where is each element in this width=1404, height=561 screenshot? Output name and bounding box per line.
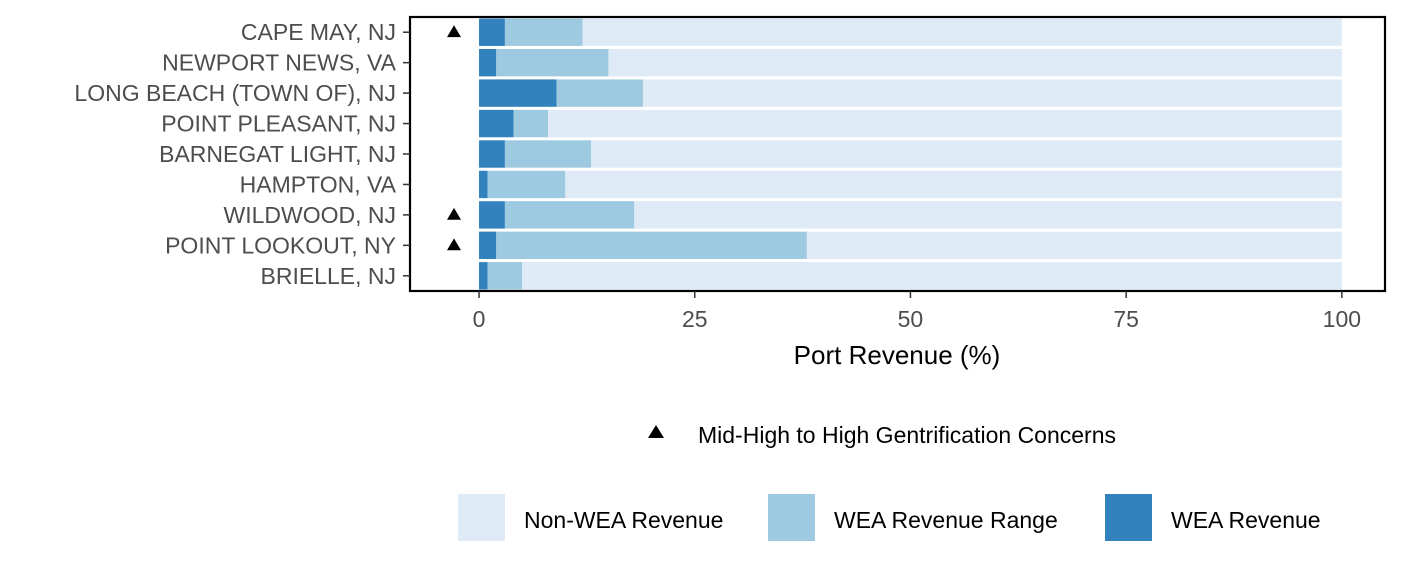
x-tick-label: 75 [1113, 306, 1139, 332]
legend-label-non-wea-revenue: Non-WEA Revenue [524, 507, 723, 533]
bar-wea-revenue-brielle-nj [479, 262, 488, 290]
bar-wea-revenue-barnegat-light-nj [479, 140, 505, 168]
y-tick-label: CAPE MAY, NJ [241, 19, 396, 45]
bar-wea-revenue-range-brielle-nj [487, 262, 523, 290]
legend-key-non-wea-revenue [458, 494, 505, 541]
bar-wea-revenue-range-cape-may-nj [504, 18, 583, 46]
y-tick-label: LONG BEACH (TOWN OF), NJ [74, 80, 396, 106]
bar-wea-revenue-wildwood-nj [479, 201, 505, 229]
legend-marker-label: Mid-High to High Gentrification Concerns [698, 422, 1116, 448]
y-axis: CAPE MAY, NJ NEWPORT NEWS, VA LONG BEACH (… [74, 19, 410, 289]
bar-non-wea-revenue-cape-may-nj [582, 18, 1342, 46]
bars-layer [479, 18, 1342, 290]
bar-non-wea-revenue-newport-news-va [608, 48, 1342, 77]
gentrification-markers [447, 25, 461, 251]
bar-non-wea-revenue-wildwood-nj [634, 201, 1342, 229]
legend-label-wea-revenue: WEA Revenue [1171, 507, 1321, 533]
x-tick-label: 0 [473, 306, 486, 332]
bar-wea-revenue-cape-may-nj [479, 18, 505, 46]
bar-wea-revenue-newport-news-va [479, 48, 497, 77]
x-axis: 0 25 50 75 100 [473, 291, 1361, 332]
y-tick-label: HAMPTON, VA [240, 171, 397, 197]
bar-non-wea-revenue-brielle-nj [522, 262, 1342, 290]
y-tick-label: NEWPORT NEWS, VA [162, 50, 397, 76]
bar-wea-revenue-hampton-va [479, 170, 488, 199]
legend-label-wea-revenue-range: WEA Revenue Range [834, 507, 1058, 533]
y-tick-label: POINT PLEASANT, NJ [161, 111, 396, 137]
bar-wea-revenue-range-point-lookout-ny [496, 231, 807, 260]
bar-non-wea-revenue-long-beach-town-of-nj [642, 79, 1342, 107]
bar-non-wea-revenue-barnegat-light-nj [591, 140, 1342, 168]
bar-non-wea-revenue-hampton-va [565, 170, 1342, 199]
y-tick-label: BARNEGAT LIGHT, NJ [159, 141, 396, 167]
legend-key-wea-revenue-range [768, 494, 815, 541]
bar-wea-revenue-point-pleasant-nj [479, 109, 514, 138]
y-tick-label: BRIELLE, NJ [261, 263, 397, 289]
gentrification-marker-wildwood-nj [447, 207, 461, 220]
bar-wea-revenue-range-long-beach-town-of-nj [556, 79, 643, 107]
bar-wea-revenue-long-beach-town-of-nj [479, 79, 557, 107]
legend-marker-icon [648, 425, 664, 438]
gentrification-marker-cape-may-nj [447, 25, 461, 38]
bar-wea-revenue-point-lookout-ny [479, 231, 497, 260]
legend-key-wea-revenue [1105, 494, 1152, 541]
bar-wea-revenue-range-wildwood-nj [504, 201, 635, 229]
gentrification-marker-point-lookout-ny [447, 238, 461, 251]
bar-wea-revenue-range-barnegat-light-nj [504, 140, 592, 168]
bar-wea-revenue-range-point-pleasant-nj [513, 109, 549, 138]
y-tick-label: WILDWOOD, NJ [224, 202, 397, 228]
bar-wea-revenue-range-hampton-va [487, 170, 566, 199]
x-tick-label: 25 [682, 306, 708, 332]
bar-non-wea-revenue-point-pleasant-nj [548, 109, 1342, 138]
x-tick-label: 100 [1323, 306, 1361, 332]
x-tick-label: 50 [898, 306, 924, 332]
bar-wea-revenue-range-newport-news-va [496, 48, 609, 77]
bar-non-wea-revenue-point-lookout-ny [806, 231, 1342, 260]
y-tick-label: POINT LOOKOUT, NY [165, 232, 396, 258]
legend: Mid-High to High Gentrification Concerns… [458, 422, 1321, 541]
x-axis-title: Port Revenue (%) [794, 340, 1001, 370]
